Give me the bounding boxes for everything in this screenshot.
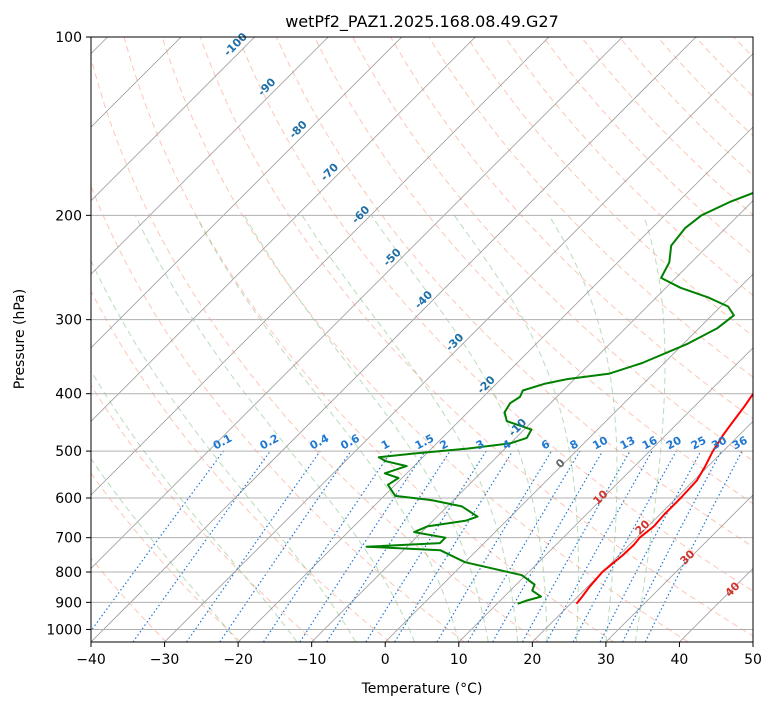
temperature-profile xyxy=(575,392,753,605)
dry-adiabat xyxy=(314,37,753,505)
isotherm xyxy=(91,37,403,349)
y-tick-label: 600 xyxy=(55,491,82,507)
mixing-ratio-line xyxy=(521,450,631,642)
moist-adiabat xyxy=(91,457,239,642)
dry-adiabat xyxy=(91,185,465,642)
mixing-ratio-line xyxy=(546,450,653,642)
isotherm xyxy=(91,37,476,422)
y-tick-label: 100 xyxy=(55,30,82,46)
x-tick-label: −20 xyxy=(223,652,253,668)
dry-adiabat xyxy=(161,37,689,642)
isotherm xyxy=(91,37,550,496)
dry-adiabat xyxy=(390,37,753,420)
dry-adiabat xyxy=(504,37,753,296)
mixing-ratio-label: 16 xyxy=(640,434,660,453)
dewpoint-profile xyxy=(365,191,753,605)
y-tick-label: 500 xyxy=(55,444,82,460)
mixing-ratio-label: 10 xyxy=(590,434,610,453)
isotherm xyxy=(164,52,753,642)
y-tick-label: 800 xyxy=(55,565,82,581)
mixing-ratio-label: 30 xyxy=(709,434,729,453)
dry-adiabat xyxy=(91,384,316,642)
mixing-ratio-line xyxy=(644,450,743,642)
dry-adiabat xyxy=(237,37,753,592)
y-tick-label: 900 xyxy=(55,595,82,611)
dry-adiabat xyxy=(91,290,391,642)
mixing-ratio-label: 36 xyxy=(730,434,750,453)
x-tick-label: 30 xyxy=(597,652,615,668)
moist-adiabat xyxy=(195,215,460,642)
isotherm xyxy=(91,37,623,570)
mixing-ratio-label: 13 xyxy=(618,434,638,453)
x-tick-label: 40 xyxy=(671,652,689,668)
isotherm xyxy=(91,37,697,642)
moist-adiabat xyxy=(134,215,416,642)
dry-adiabat xyxy=(123,37,614,642)
dry-adiabat xyxy=(428,37,753,378)
isotherm xyxy=(91,37,255,202)
moist-adiabat xyxy=(370,215,548,642)
x-tick-label: −10 xyxy=(297,652,327,668)
x-axis-title: Temperature (°C) xyxy=(361,681,483,697)
mixing-ratio-line xyxy=(186,450,321,642)
chart-title: wetPf2_PAZ1.2025.168.08.49.G27 xyxy=(285,12,559,32)
y-tick-label: 400 xyxy=(55,387,82,403)
dry-adiabat xyxy=(275,37,753,548)
x-tick-label: 10 xyxy=(450,652,468,668)
x-tick-label: −40 xyxy=(76,652,106,668)
moist-adiabat xyxy=(91,259,357,642)
moist-adiabat xyxy=(91,369,298,642)
series-layer xyxy=(365,191,753,605)
dry-adiabat xyxy=(91,472,242,642)
moist-adiabat xyxy=(548,215,618,642)
mixing-ratio-line xyxy=(299,450,426,642)
y-tick-label: 1000 xyxy=(46,622,82,638)
y-axis: 100 200 300 400 500 600 700 800 900 1000 xyxy=(46,30,91,638)
isotherm xyxy=(384,273,753,642)
plot-frame xyxy=(90,36,754,643)
isotherm xyxy=(311,200,753,642)
y-tick-label: 200 xyxy=(55,208,82,224)
mixing-ratio-line xyxy=(91,450,224,632)
isotherm xyxy=(237,126,753,642)
mixing-ratio-label: 20 xyxy=(664,434,684,453)
background-lines xyxy=(91,37,753,642)
isotherm xyxy=(532,420,753,642)
mixing-ratio-line xyxy=(262,450,392,642)
mixing-ratio-line xyxy=(394,450,514,642)
mixing-ratio-line xyxy=(572,450,677,642)
isotherm xyxy=(458,347,753,642)
mixing-ratio-line xyxy=(132,450,271,642)
x-tick-label: −30 xyxy=(150,652,180,668)
x-axis: −40 −30 −20 −10 0 10 20 30 40 50 xyxy=(76,642,762,668)
mixing-ratio-line xyxy=(219,450,352,642)
mixing-ratio-line xyxy=(326,450,451,642)
dry-adiabat xyxy=(466,37,753,337)
x-tick-label: 20 xyxy=(523,652,541,668)
moist-adiabat xyxy=(453,215,579,642)
dry-adiabat xyxy=(91,55,540,642)
mixing-ratio-label: 25 xyxy=(689,434,709,453)
x-tick-label: 50 xyxy=(744,652,762,668)
y-axis-title: Pressure (hPa) xyxy=(12,289,28,389)
dry-adiabat xyxy=(352,37,753,462)
x-tick-label: 0 xyxy=(381,652,390,668)
y-tick-label: 700 xyxy=(55,531,82,547)
y-tick-label: 300 xyxy=(55,313,82,329)
isotherm xyxy=(91,37,329,275)
isotherm xyxy=(605,494,753,642)
